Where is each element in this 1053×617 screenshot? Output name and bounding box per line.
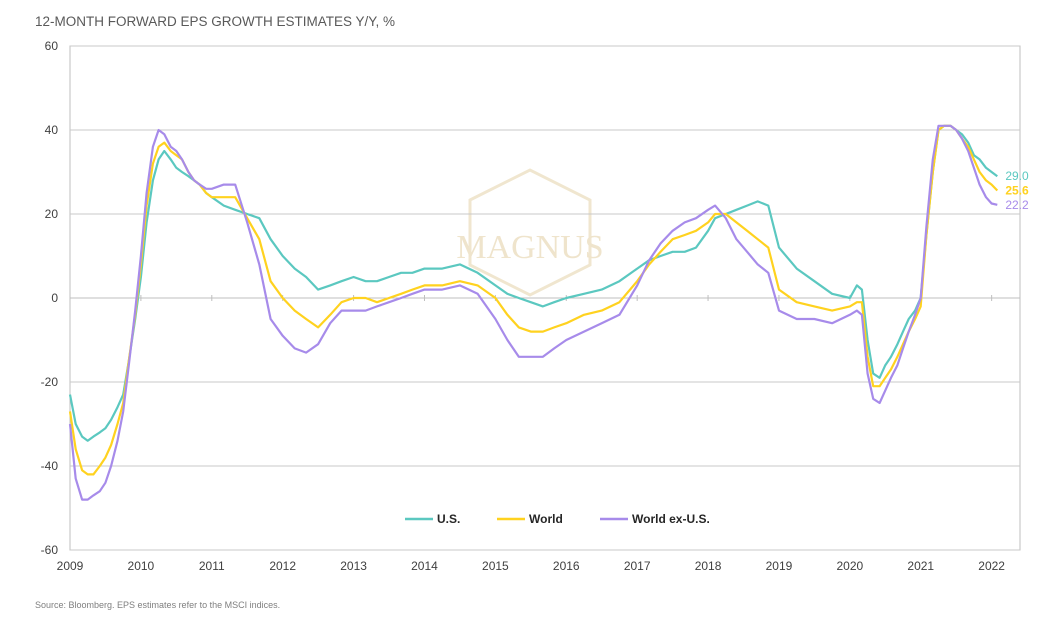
y-tick-label: 60 [45,39,59,53]
x-tick-label: 2015 [482,559,509,573]
x-tick-label: 2011 [199,559,225,573]
series-line [68,124,999,476]
y-tick-label: -40 [41,459,59,473]
y-axis-ticks: 60 40 20 0 -20 -40 -60 [41,39,59,557]
grid-lines [69,45,1021,551]
end-value-label: 29.0 [1005,169,1029,183]
y-tick-label: -60 [41,543,59,557]
x-tick-label: 2016 [553,559,580,573]
legend: U.S. World World ex-U.S. [405,512,710,526]
y-tick-label: 20 [45,207,59,221]
x-tick-label: 2010 [128,559,155,573]
series-lines [68,124,999,501]
watermark-text: MAGNUS [456,229,603,266]
end-value-label: 22.2 [1005,198,1029,212]
y-tick-label: 0 [51,291,58,305]
y-tick-label: -20 [41,375,59,389]
x-tick-label: 2012 [269,559,296,573]
x-tick-label: 2018 [695,559,722,573]
series-line [68,124,998,442]
chart-title: 12-MONTH FORWARD EPS GROWTH ESTIMATES Y/… [35,14,396,29]
legend-label: U.S. [437,512,460,526]
legend-label: World ex-U.S. [632,512,710,526]
end-value-label: 25.6 [1005,183,1029,197]
series-line [68,124,998,501]
legend-label: World [529,512,563,526]
x-tick-label: 2020 [836,559,863,573]
x-tick-label: 2014 [411,559,438,573]
x-tick-label: 2022 [978,559,1005,573]
source-note: Source: Bloomberg. EPS estimates refer t… [35,600,281,610]
x-tick-label: 2013 [340,559,367,573]
x-tick-label: 2021 [907,559,934,573]
x-tick-label: 2009 [57,559,84,573]
watermark-shield [468,168,592,297]
end-value-labels: 29.025.622.2 [1005,169,1029,212]
x-tick-label: 2017 [624,559,651,573]
x-axis-ticks: 2009 2010 2011 2012 2013 2014 2015 2016 2017 2018… [57,295,1005,573]
y-tick-label: 40 [45,123,59,137]
x-tick-label: 2019 [766,559,793,573]
watermark-logo: MAGNUS [456,168,604,297]
